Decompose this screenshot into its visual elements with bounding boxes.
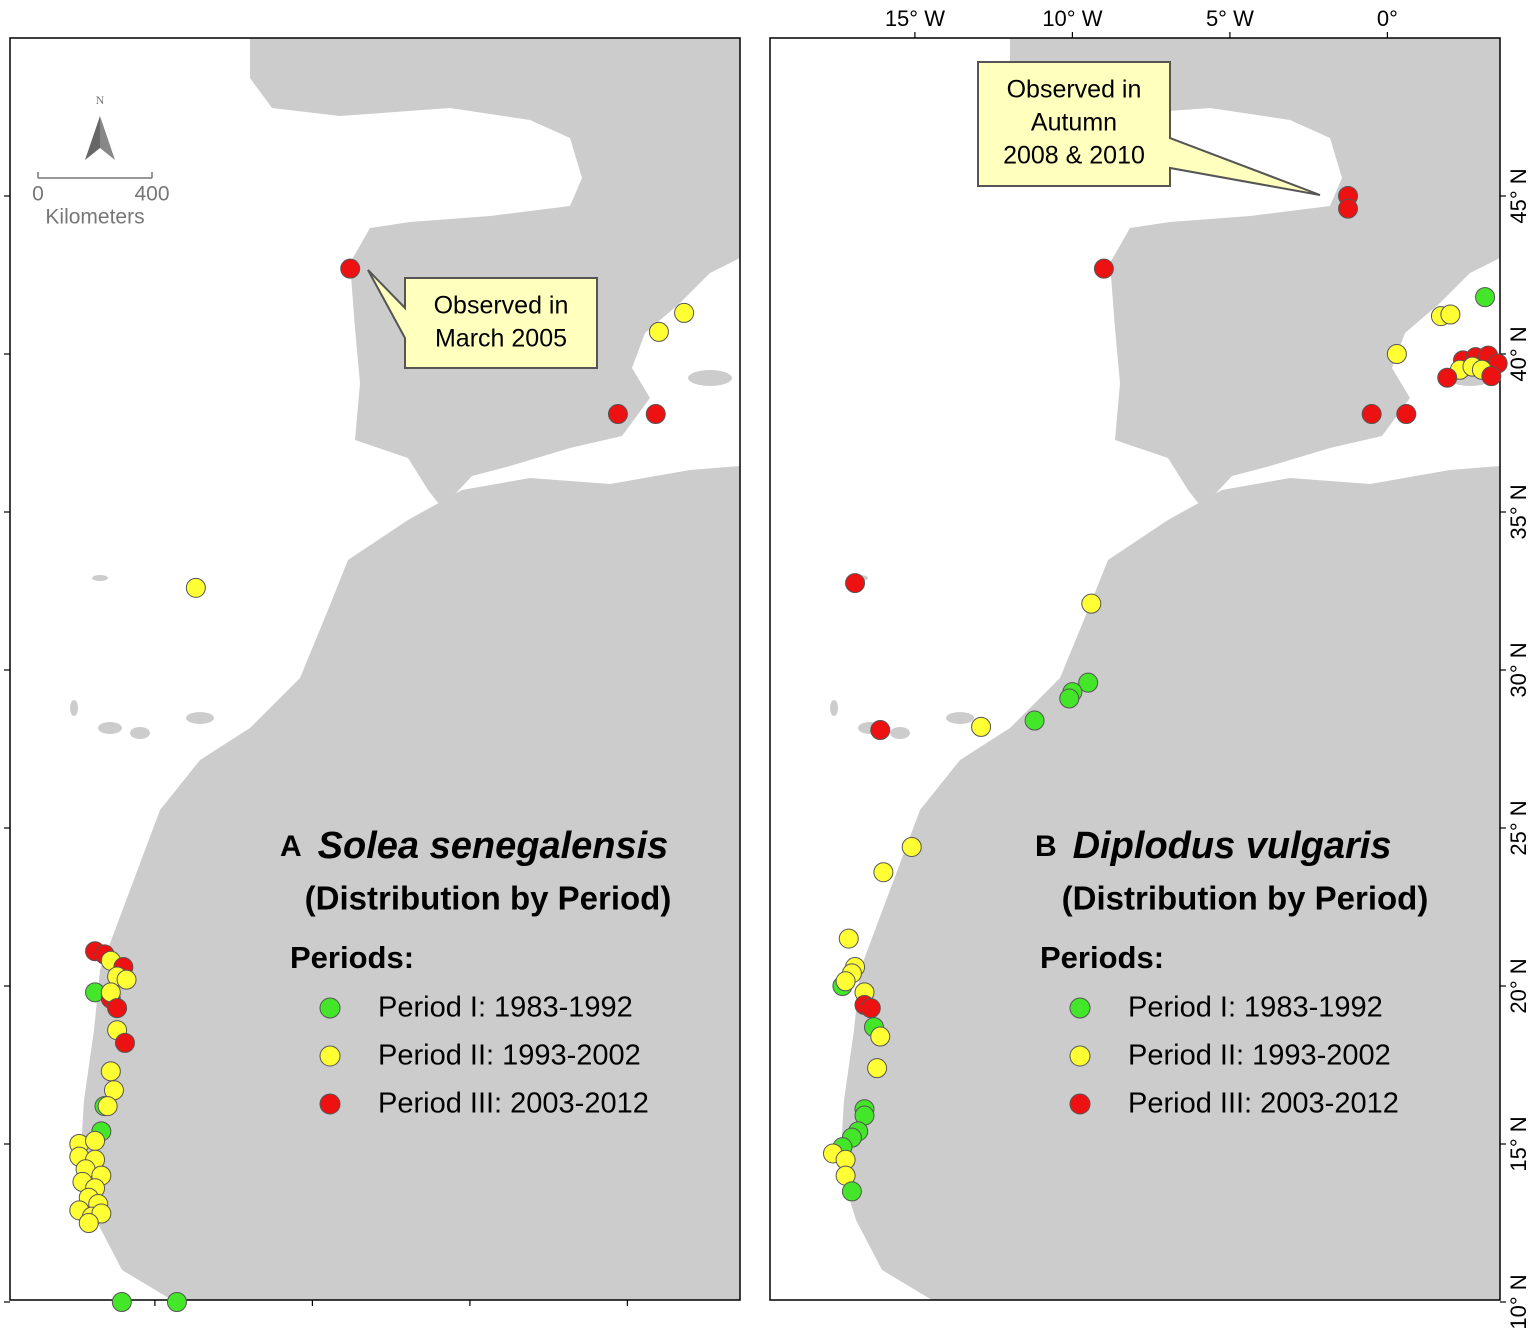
observation-point (107, 998, 128, 1019)
observation-point (111, 1292, 132, 1312)
panel-label: A (280, 830, 302, 863)
observation-point (114, 1032, 135, 1053)
observation-point (100, 1061, 121, 1082)
observation-point (870, 720, 891, 741)
panel-subtitle: (Distribution by Period) (305, 880, 672, 917)
lat-tick-label: 30° N (1506, 642, 1531, 697)
map-frame (9, 37, 741, 1301)
observation-point (841, 1181, 862, 1202)
callout-text: 2008 & 2010 (1003, 142, 1145, 170)
observation-point (1386, 344, 1407, 364)
observation-point (645, 404, 666, 425)
legend-label: Period II: 1993-2002 (378, 1040, 641, 1072)
observation-point (78, 1213, 99, 1233)
observation-point (166, 1292, 187, 1312)
panel-label: B (1035, 830, 1057, 863)
observation-point (1059, 688, 1080, 709)
observation-point (116, 969, 137, 990)
observation-point (1440, 304, 1461, 325)
legend-title: Periods: (1040, 940, 1164, 975)
callout-box (977, 61, 1321, 196)
legend-label: Period III: 2003-2012 (1128, 1088, 1399, 1120)
observation-point (1338, 198, 1359, 219)
observation-point (1475, 287, 1496, 308)
panel-a: Observed in March 2005 A Solea senegalensis… (4, 37, 741, 1312)
legend-swatch (319, 1045, 341, 1067)
scale-tick-label: 0 (32, 183, 44, 206)
legend-swatch (1069, 1093, 1091, 1115)
observation-point (1081, 593, 1102, 614)
observation-point (340, 258, 361, 279)
callout-text: March 2005 (435, 325, 567, 353)
observation-point (85, 1130, 106, 1151)
panel-subtitle: (Distribution by Period) (1062, 880, 1429, 917)
observation-point (1481, 366, 1502, 387)
legend-label: Period II: 1993-2002 (1128, 1040, 1391, 1072)
observation-point (1078, 672, 1099, 693)
scale-tick-label: 400 (134, 183, 169, 206)
observation-point (1437, 367, 1458, 388)
observation-point (674, 302, 695, 323)
panel-title: A Solea senegalensis (280, 825, 668, 867)
observation-point (1396, 404, 1417, 425)
map-frame (769, 37, 1501, 1301)
panel-title: B Diplodus vulgaris (1035, 825, 1392, 867)
legend-label: Period I: 1983-1992 (378, 992, 633, 1024)
observation-point (971, 716, 992, 737)
north-label: N (96, 93, 105, 107)
lat-tick-label: 35° N (1506, 484, 1531, 539)
legend-swatch (319, 1093, 341, 1115)
species-name: Solea senegalensis (318, 825, 669, 867)
legend-label: Period III: 2003-2012 (378, 1088, 649, 1120)
observation-point (607, 404, 628, 425)
callout-text: Observed in (434, 292, 569, 320)
north-arrow (85, 116, 100, 160)
observation-point (860, 998, 881, 1019)
callout-text: Autumn (1031, 109, 1117, 137)
callout-text: Observed in (1007, 76, 1142, 104)
observation-point (648, 321, 669, 342)
observation-point (185, 577, 206, 598)
lat-tick-label: 10° N (1506, 1274, 1531, 1329)
lat-tick-label: 20° N (1506, 958, 1531, 1013)
species-name: Diplodus vulgaris (1073, 825, 1392, 867)
observation-point (901, 836, 922, 857)
observation-point (1024, 710, 1045, 731)
observation-point (1093, 258, 1114, 279)
lat-tick-label: 25° N (1506, 800, 1531, 855)
lat-tick-label: 45° N (1506, 168, 1531, 223)
observation-point (845, 573, 866, 594)
legend-title: Periods: (290, 940, 414, 975)
observation-point (873, 862, 894, 883)
lon-tick-label: 10° W (1042, 6, 1102, 31)
lon-tick-label: 0° (1377, 6, 1398, 31)
lat-tick-label: 40° N (1506, 326, 1531, 381)
legend-label: Period I: 1983-1992 (1128, 992, 1383, 1024)
scale-unit: Kilometers (45, 206, 144, 229)
observation-point (870, 1026, 891, 1047)
callout-box (367, 269, 598, 369)
legend-swatch (319, 997, 341, 1019)
lon-tick-label: 5° W (1206, 6, 1254, 31)
lat-tick-label: 15° N (1506, 1116, 1531, 1171)
observation-point (867, 1058, 888, 1079)
north-arrow (100, 116, 115, 160)
observation-point (97, 1096, 118, 1117)
legend-swatch (1069, 997, 1091, 1019)
observation-point (835, 971, 856, 992)
lon-tick-label: 15° W (885, 6, 945, 31)
panel-b: 15° W 10° W 5° W 0° 45° N 40° N 35° N 30° N 25° … (769, 6, 1531, 1330)
observation-point (838, 928, 859, 949)
legend-swatch (1069, 1045, 1091, 1067)
observation-point (1361, 404, 1382, 425)
